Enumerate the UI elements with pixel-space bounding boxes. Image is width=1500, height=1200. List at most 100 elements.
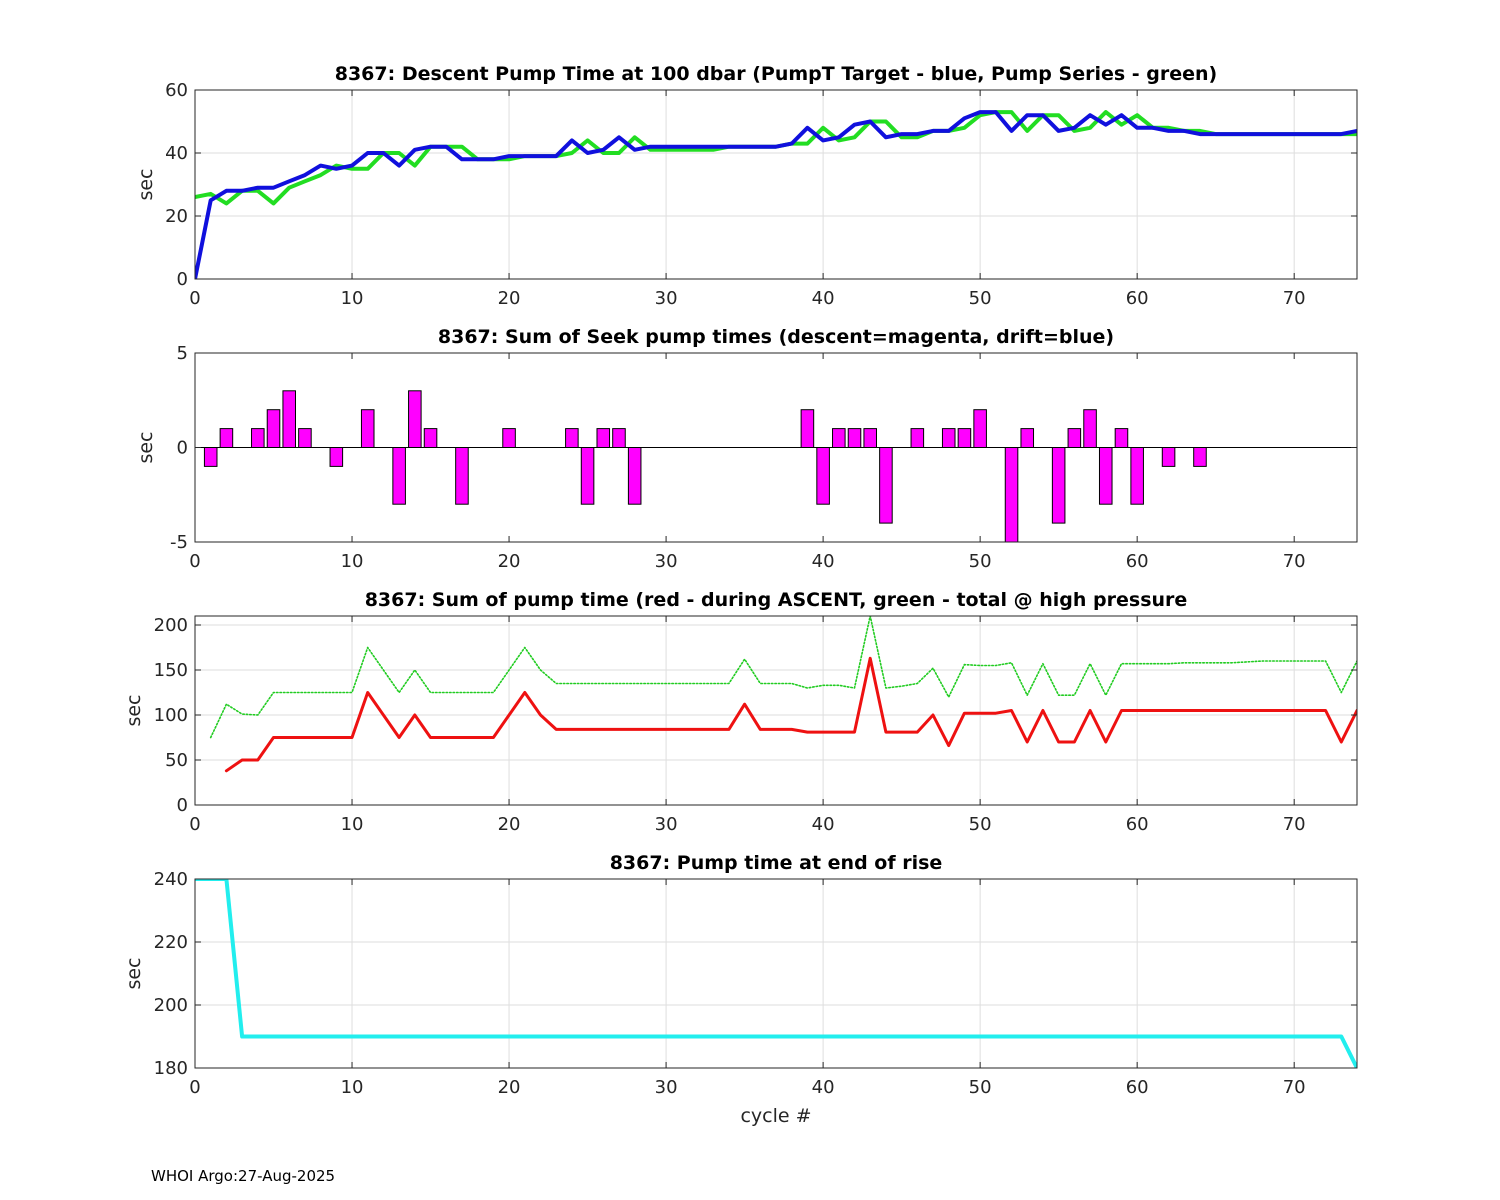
x-tick-label: 30 bbox=[655, 551, 678, 572]
bar-cycle-40 bbox=[816, 447, 830, 505]
x-tick-label: 0 bbox=[189, 1077, 200, 1098]
bar-cycle-42 bbox=[847, 428, 862, 449]
axes-box bbox=[194, 89, 1358, 280]
series-line-1 bbox=[209, 616, 1357, 739]
x-tick-label: 20 bbox=[498, 288, 521, 309]
bar-cycle-25 bbox=[580, 447, 595, 505]
x-tick-label: 70 bbox=[1283, 814, 1306, 835]
y-axis-label: sec bbox=[135, 168, 157, 200]
y-tick-label: 220 bbox=[154, 932, 188, 953]
y-tick-label: 200 bbox=[154, 995, 188, 1016]
x-tick-label: 0 bbox=[189, 551, 200, 572]
y-tick-label: 0 bbox=[177, 269, 188, 290]
axes-box bbox=[194, 878, 1358, 1069]
bar-cycle-20 bbox=[502, 428, 516, 449]
y-tick-label: 240 bbox=[154, 869, 188, 890]
x-tick-label: 10 bbox=[341, 288, 364, 309]
x-axis-label: cycle # bbox=[740, 1105, 811, 1127]
x-tick-label: 10 bbox=[341, 1077, 364, 1098]
bar-cycle-55 bbox=[1051, 447, 1066, 524]
bar-cycle-64 bbox=[1193, 447, 1207, 467]
bar-cycle-26 bbox=[596, 428, 611, 449]
series-line-2 bbox=[195, 110, 1357, 279]
y-tick-label: 180 bbox=[154, 1058, 188, 1079]
x-tick-label: 50 bbox=[969, 1077, 992, 1098]
bar-cycle-60 bbox=[1130, 447, 1144, 505]
series-line-1 bbox=[195, 879, 1357, 1068]
bar-cycle-28 bbox=[627, 447, 642, 505]
x-tick-label: 60 bbox=[1126, 288, 1149, 309]
x-tick-label: 30 bbox=[655, 1077, 678, 1098]
bar-cycle-27 bbox=[612, 428, 626, 449]
x-tick-label: 40 bbox=[812, 551, 835, 572]
y-tick-label: 60 bbox=[165, 80, 188, 101]
plot-area bbox=[195, 90, 1357, 279]
bar-cycle-48 bbox=[941, 428, 956, 449]
bar-cycle-39 bbox=[800, 409, 815, 449]
chart-title: 8367: Descent Pump Time at 100 dbar (Pum… bbox=[335, 63, 1218, 85]
bar-cycle-59 bbox=[1114, 428, 1129, 449]
bar-cycle-62 bbox=[1161, 447, 1176, 467]
y-tick-label: 100 bbox=[154, 705, 188, 726]
y-tick-label: -5 bbox=[170, 532, 188, 553]
x-tick-label: 30 bbox=[655, 288, 678, 309]
x-tick-label: 40 bbox=[812, 1077, 835, 1098]
y-axis-label: sec bbox=[123, 694, 145, 726]
x-tick-label: 50 bbox=[969, 814, 992, 835]
x-tick-label: 70 bbox=[1283, 288, 1306, 309]
x-tick-label: 0 bbox=[189, 288, 200, 309]
chart-panel-4: 0 10 20 30 40 50 60 70 180 200 220 240 8367: Pump ti… bbox=[123, 852, 1358, 1127]
y-tick-label: 50 bbox=[165, 750, 188, 771]
x-tick-label: 40 bbox=[812, 288, 835, 309]
x-tick-label: 30 bbox=[655, 814, 678, 835]
x-tick-label: 10 bbox=[341, 551, 364, 572]
plot-marks bbox=[209, 616, 1357, 773]
x-tick-label: 60 bbox=[1126, 1077, 1149, 1098]
bar-cycle-6 bbox=[282, 390, 296, 448]
x-tick-label: 70 bbox=[1283, 551, 1306, 572]
bar-cycle-46 bbox=[910, 428, 925, 449]
y-axis-label: sec bbox=[123, 957, 145, 989]
x-tick-label: 20 bbox=[498, 814, 521, 835]
x-tick-label: 50 bbox=[969, 551, 992, 572]
x-tick-label: 10 bbox=[341, 814, 364, 835]
plot-area bbox=[195, 879, 1357, 1068]
y-tick-label: 5 bbox=[177, 343, 188, 364]
plot-marks bbox=[195, 879, 1357, 1068]
bar-cycle-52 bbox=[1004, 447, 1019, 542]
chart-title: 8367: Pump time at end of rise bbox=[610, 852, 943, 874]
bar-cycle-7 bbox=[298, 428, 312, 449]
bar-cycle-41 bbox=[832, 428, 846, 449]
bar-cycle-5 bbox=[266, 409, 281, 449]
bar-cycle-1 bbox=[203, 447, 218, 467]
bar-cycle-57 bbox=[1083, 409, 1097, 449]
bar-cycle-24 bbox=[565, 428, 579, 449]
series-line-2 bbox=[224, 656, 1357, 773]
axes-box bbox=[194, 615, 1358, 806]
footer-credit: WHOI Argo:27-Aug-2025 bbox=[151, 1167, 336, 1185]
chart-title: 8367: Sum of Seek pump times (descent=ma… bbox=[438, 326, 1114, 348]
bar-cycle-17 bbox=[455, 447, 469, 505]
y-tick-label: 20 bbox=[165, 206, 188, 227]
plot-marks bbox=[195, 110, 1357, 279]
chart-panel-3: 0 10 20 30 40 50 60 70 0 50 100 150 200 8367: Sum of … bbox=[123, 589, 1358, 835]
bar-cycle-56 bbox=[1067, 428, 1082, 449]
x-tick-label: 60 bbox=[1126, 551, 1149, 572]
x-tick-label: 70 bbox=[1283, 1077, 1306, 1098]
bar-cycle-58 bbox=[1098, 447, 1113, 505]
bar-cycle-50 bbox=[973, 409, 987, 449]
chart-panel-1: 0 10 20 30 40 50 60 70 0 20 40 60 8367: Descent Pump… bbox=[135, 63, 1358, 309]
y-tick-label: 150 bbox=[154, 660, 188, 681]
bar-cycle-44 bbox=[879, 447, 893, 524]
x-tick-label: 40 bbox=[812, 814, 835, 835]
bar-cycle-9 bbox=[329, 447, 344, 467]
x-tick-label: 60 bbox=[1126, 814, 1149, 835]
y-axis-label: sec bbox=[135, 431, 157, 463]
bar-cycle-43 bbox=[863, 428, 877, 449]
bar-cycle-2 bbox=[219, 428, 234, 449]
x-tick-label: 20 bbox=[498, 1077, 521, 1098]
y-tick-label: 0 bbox=[177, 795, 188, 816]
bar-cycle-49 bbox=[957, 428, 972, 449]
